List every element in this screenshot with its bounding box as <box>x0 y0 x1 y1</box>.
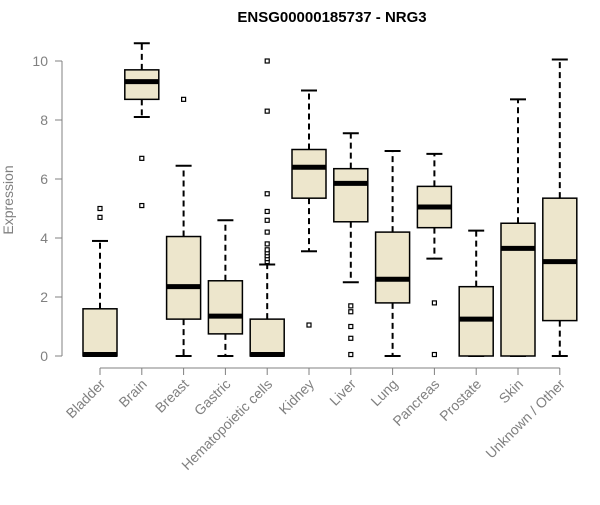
outlier-point <box>139 202 145 209</box>
box-iqr <box>82 308 118 357</box>
outlier-point <box>264 208 270 215</box>
box-iqr <box>374 231 411 304</box>
box-iqr <box>124 69 160 101</box>
y-tick-label: 0 <box>40 348 48 364</box>
outlier-point <box>181 96 187 102</box>
x-category-label: Brain <box>115 376 149 410</box>
outlier-point <box>264 229 270 235</box>
outlier-point <box>264 217 270 223</box>
outlier-point <box>264 108 270 114</box>
box-group <box>333 132 369 358</box>
box-group <box>458 229 494 357</box>
outlier-point <box>348 309 354 315</box>
outlier-point <box>348 323 354 330</box>
outlier-point <box>97 205 103 212</box>
outlier-point <box>264 191 270 197</box>
boxes-layer <box>82 42 578 358</box>
box-iqr <box>249 318 285 357</box>
box-group <box>124 42 160 209</box>
outlier-point <box>264 241 270 247</box>
box-group <box>165 96 202 357</box>
outlier-point <box>431 300 437 306</box>
y-axis: 0 2 4 6 8 10 <box>32 53 63 364</box>
y-tick-label: 2 <box>40 289 48 305</box>
box-group <box>82 205 118 358</box>
y-axis-label: Expression <box>0 165 16 234</box>
box-iqr <box>333 167 369 223</box>
box-iqr <box>207 280 244 335</box>
outlier-point <box>431 351 437 358</box>
x-category-label: Lung <box>367 376 400 409</box>
x-category-label: Prostate <box>436 376 484 424</box>
x-category-label: Liver <box>326 376 359 409</box>
box-group <box>207 219 244 357</box>
outlier-point <box>139 155 145 161</box>
box-iqr <box>165 235 202 320</box>
box-group <box>249 58 285 358</box>
outlier-point <box>264 58 270 64</box>
outlier-point <box>97 214 103 220</box>
x-category-label: Bladder <box>63 376 109 422</box>
box-group <box>291 89 327 328</box>
box-group <box>500 98 536 357</box>
box-iqr <box>500 222 536 357</box>
y-tick-label: 6 <box>40 171 48 187</box>
outlier-point <box>348 303 354 309</box>
y-tick-label: 8 <box>40 112 48 128</box>
box-group <box>416 152 453 358</box>
x-category-label: Kidney <box>276 376 318 418</box>
outlier-point <box>348 335 354 341</box>
outlier-point <box>306 322 312 328</box>
x-category-label: Breast <box>152 376 192 416</box>
outlier-point <box>348 351 354 358</box>
x-category-label: Unknown / Other <box>482 376 568 462</box>
box-iqr <box>291 148 327 199</box>
box-group <box>374 149 411 357</box>
y-tick-label: 10 <box>32 53 48 69</box>
box-group <box>542 58 578 357</box>
x-category-label: Skin <box>496 376 527 407</box>
y-tick-label: 4 <box>40 230 48 246</box>
outlier-point <box>264 247 270 253</box>
chart-title: ENSG00000185737 - NRG3 <box>237 9 426 26</box>
